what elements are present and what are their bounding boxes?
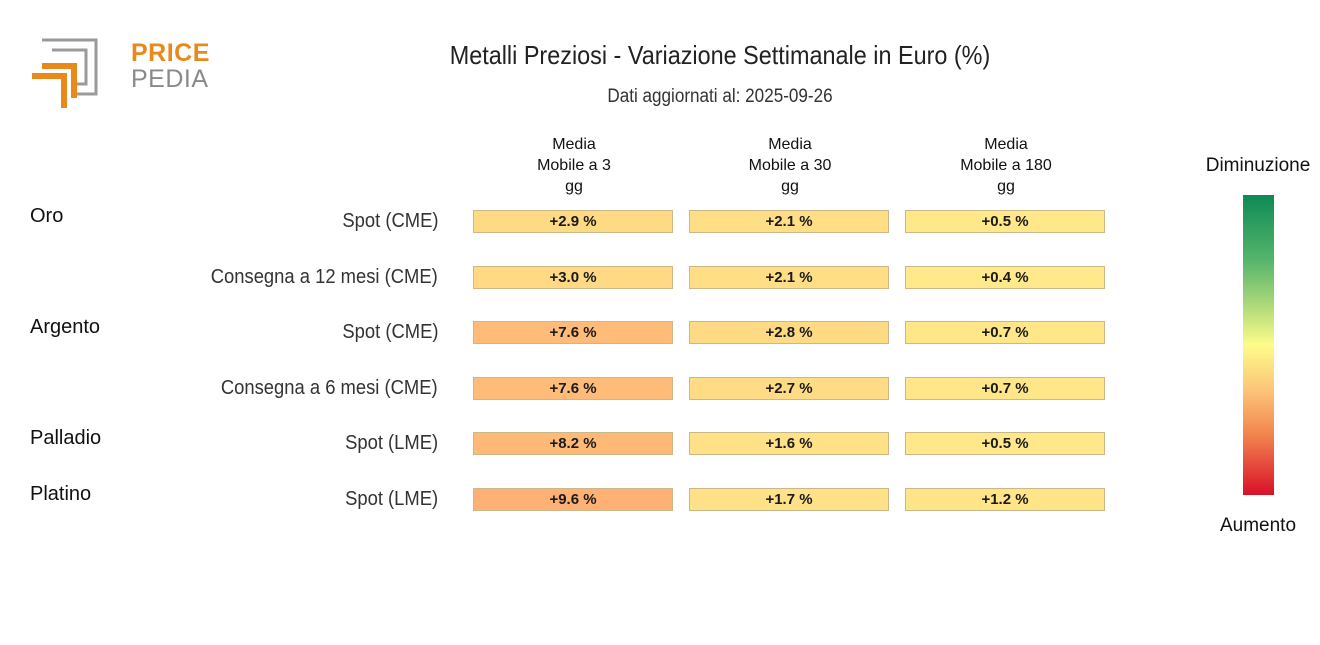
column-header: Media Mobile a 180 gg: [960, 136, 1052, 195]
heatmap-cell: +2.1 %: [689, 265, 889, 289]
row-label: Consegna a 6 mesi (CME): [221, 376, 438, 399]
chart-subtitle: Dati aggiornati al: 2025-09-26: [607, 86, 833, 107]
row-label: Spot (LME): [344, 487, 438, 510]
metal-group-label: Platino: [30, 482, 92, 505]
logo-text-pedia: PEDIA: [131, 65, 209, 93]
logo-text-price: PRICE: [131, 39, 210, 67]
heatmap-cell: +0.5 %: [905, 210, 1105, 233]
logo-mark-icon: [32, 38, 98, 108]
heatmap-cell: +1.6 %: [689, 432, 889, 455]
heatmap-cell: +8.2 %: [473, 432, 673, 455]
heatmap-cell: +9.6 %: [473, 487, 673, 511]
metal-group-label: Palladio: [30, 427, 102, 449]
chart-title: Metalli Preziosi - Variazione Settimanal…: [449, 40, 991, 70]
heatmap-cell: +0.5 %: [905, 432, 1105, 455]
heatmap-cell: +2.7 %: [689, 376, 889, 400]
row-label: Consegna a 12 mesi (CME): [210, 265, 438, 288]
heatmap-cell: +0.7 %: [905, 321, 1105, 344]
heatmap-cell: +3.0 %: [473, 265, 673, 289]
column-header: Media Mobile a 30 gg: [748, 136, 832, 195]
heatmap-cell: +2.1 %: [689, 210, 889, 233]
heatmap-cell: +0.4 %: [905, 265, 1105, 289]
heatmap-cell: +1.2 %: [905, 487, 1105, 511]
heatmap-cell: +1.7 %: [689, 487, 889, 511]
column-header: Media Mobile a 3 gg: [537, 136, 611, 195]
heatmap-cell: +0.7 %: [905, 376, 1105, 400]
legend-bottom-label: Aumento: [1219, 515, 1297, 536]
pricepedia-logo: PRICE PEDIA: [30, 38, 209, 110]
heatmap-cell: +7.6 %: [473, 321, 673, 344]
legend-top-label: Diminuzione: [1205, 155, 1311, 176]
row-label: Spot (CME): [341, 210, 438, 232]
heatmap-cell: +2.8 %: [689, 321, 889, 344]
row-label: Spot (CME): [341, 321, 438, 343]
heatmap-cell: +7.6 %: [473, 376, 673, 400]
color-scale-bar: [1243, 195, 1274, 495]
heatmap-cell: +2.9 %: [473, 210, 673, 233]
metal-group-label: Argento: [30, 316, 101, 338]
metal-group-label: Oro: [30, 205, 64, 227]
row-label: Spot (LME): [344, 432, 438, 454]
